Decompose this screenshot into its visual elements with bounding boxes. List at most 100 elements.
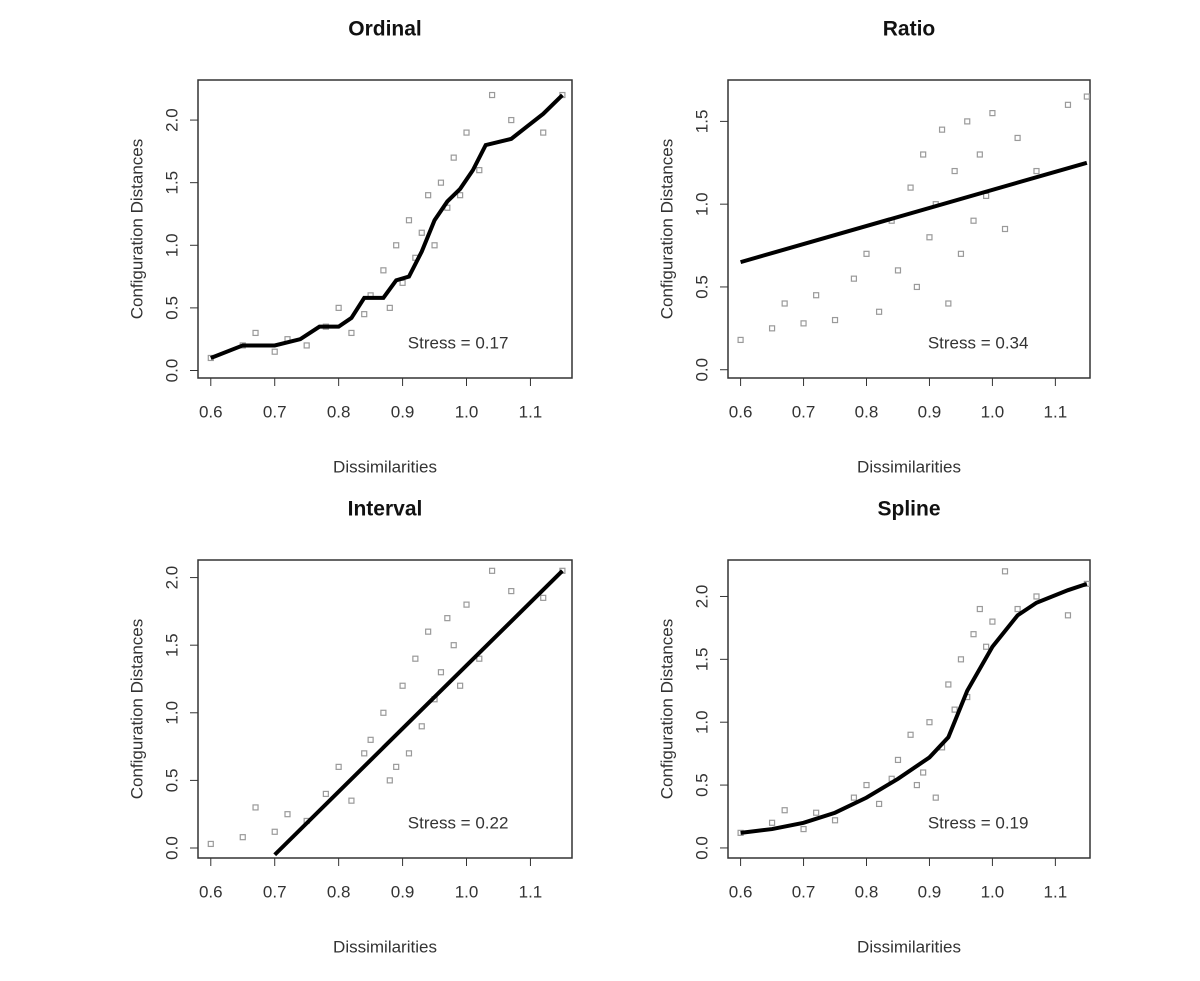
- data-point: [781, 300, 788, 307]
- data-point: [768, 819, 776, 826]
- x-tick-label: 0.9: [391, 402, 415, 421]
- y-tick-label: 0.0: [162, 836, 181, 860]
- data-point: [913, 283, 920, 291]
- y-tick-label: 1.5: [692, 110, 711, 134]
- data-point: [983, 643, 990, 650]
- data-point: [1083, 93, 1090, 100]
- data-point: [894, 756, 902, 764]
- data-point: [831, 817, 839, 824]
- data-point: [361, 311, 368, 318]
- x-tick-label: 0.9: [391, 882, 415, 901]
- x-axis-label: Dissimilarities: [333, 937, 437, 956]
- data-point: [1033, 593, 1040, 600]
- data-point: [271, 348, 278, 355]
- data-point: [875, 308, 883, 315]
- y-axis-label: Configuration Distances: [657, 139, 676, 319]
- x-tick-label: 0.7: [263, 402, 287, 421]
- data-point: [271, 828, 278, 835]
- data-point: [875, 800, 883, 808]
- x-tick-label: 1.1: [1044, 882, 1068, 901]
- data-point: [457, 192, 464, 199]
- data-point: [540, 129, 547, 136]
- data-point: [437, 179, 445, 186]
- x-axis-label: Dissimilarities: [857, 457, 961, 476]
- y-tick-label: 1.5: [162, 171, 181, 195]
- chart-title: Ordinal: [348, 18, 422, 41]
- fit-line: [273, 569, 564, 857]
- x-tick-label: 0.7: [792, 402, 816, 421]
- fit-line: [740, 160, 1088, 265]
- data-point: [976, 605, 983, 613]
- data-point: [457, 682, 464, 689]
- data-point: [361, 750, 368, 757]
- data-point: [252, 804, 259, 811]
- y-tick-label: 2.0: [692, 585, 711, 609]
- data-point: [450, 642, 457, 649]
- data-point: [303, 342, 310, 349]
- data-point: [239, 834, 246, 841]
- x-tick-label: 0.6: [729, 402, 753, 421]
- data-point: [813, 292, 820, 299]
- data-point: [1014, 605, 1021, 613]
- x-tick-label: 1.0: [981, 402, 1005, 421]
- x-tick-label: 0.8: [327, 882, 351, 901]
- data-point: [380, 709, 387, 716]
- data-point: [926, 234, 933, 241]
- y-axis-label: Configuration Distances: [127, 619, 146, 799]
- y-tick-label: 2.0: [162, 566, 181, 590]
- data-point: [800, 825, 807, 833]
- data-point: [920, 151, 927, 158]
- data-point: [444, 615, 451, 622]
- x-tick-label: 1.0: [455, 882, 479, 901]
- y-tick-label: 1.0: [692, 710, 711, 734]
- data-point: [348, 797, 355, 804]
- data-point: [380, 267, 387, 274]
- annotation: Stress = 0.17: [408, 333, 509, 352]
- data-point: [813, 809, 820, 816]
- x-tick-label: 0.6: [199, 882, 223, 901]
- data-point: [463, 129, 470, 136]
- data-point: [405, 750, 413, 757]
- fit-line: [740, 581, 1088, 835]
- data-point: [989, 618, 996, 625]
- y-tick-label: 0.0: [162, 359, 181, 383]
- plot-frame: [197, 79, 573, 379]
- data-point: [437, 669, 445, 676]
- data-point: [800, 320, 807, 327]
- data-point: [367, 736, 374, 743]
- fit-line: [210, 93, 564, 360]
- data-point: [957, 250, 965, 257]
- y-tick-label: 0.0: [692, 358, 711, 382]
- data-point: [284, 811, 291, 818]
- data-point: [907, 184, 914, 191]
- x-axis-label: Dissimilarities: [333, 457, 437, 476]
- annotation: Stress = 0.22: [408, 813, 509, 832]
- x-tick-label: 1.0: [981, 882, 1005, 901]
- data-point: [348, 329, 355, 337]
- chart-title: Interval: [348, 498, 423, 521]
- data-point: [418, 723, 425, 730]
- data-point: [431, 242, 438, 249]
- data-point: [850, 794, 858, 801]
- x-tick-label: 0.7: [263, 882, 287, 901]
- y-tick-label: 2.0: [162, 108, 181, 132]
- data-point: [1001, 225, 1009, 233]
- data-point: [488, 567, 496, 574]
- plot-frame: [197, 559, 573, 859]
- data-point: [850, 275, 858, 282]
- data-point: [768, 325, 776, 332]
- plot-frame: [727, 79, 1091, 379]
- data-point: [907, 731, 914, 738]
- data-point: [393, 242, 400, 249]
- data-point: [737, 336, 744, 344]
- data-point: [989, 110, 996, 117]
- data-point: [894, 267, 902, 274]
- data-point: [945, 681, 952, 688]
- data-point: [393, 763, 400, 770]
- y-tick-label: 0.5: [692, 773, 711, 797]
- y-axis-label: Configuration Distances: [127, 139, 146, 319]
- data-point: [863, 781, 870, 789]
- y-tick-label: 1.5: [692, 648, 711, 672]
